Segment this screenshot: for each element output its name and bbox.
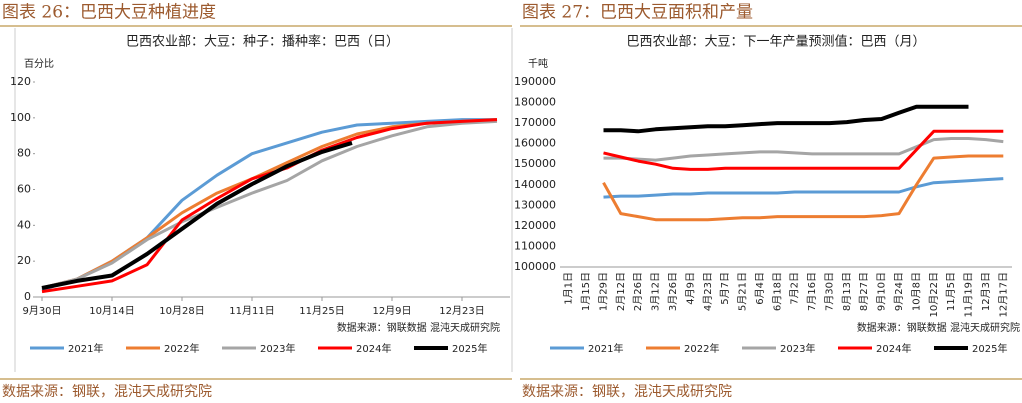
- y-tick-label: 100: [10, 111, 31, 124]
- x-tick-label: 6月4日: [754, 272, 766, 305]
- x-tick-label: 12月9日: [372, 305, 411, 317]
- y-tick-label: 100000: [514, 260, 556, 273]
- x-tick-label: 7月16日: [806, 272, 818, 311]
- series-line: [603, 137, 1004, 162]
- x-tick-label: 10月22日: [928, 272, 940, 317]
- legend-label: 2024年: [356, 342, 391, 355]
- series-line: [602, 154, 1004, 222]
- x-tick-label: 8月13日: [841, 272, 853, 311]
- x-tick-label: 11月11日: [229, 305, 274, 317]
- series-line: [603, 177, 1004, 199]
- x-tick-label: 4月9日: [684, 272, 696, 305]
- legend-label: 2022年: [164, 342, 199, 355]
- series-line: [41, 140, 353, 290]
- y-tick-label: 120: [10, 75, 31, 88]
- figure-title: 图表 27：巴西大豆面积和产量: [522, 3, 753, 23]
- x-tick-label: 1月1日: [563, 272, 575, 305]
- y-tick-label: 170000: [514, 116, 556, 129]
- y-tick-label: 190000: [514, 75, 556, 88]
- y-tick-label: 180000: [514, 96, 556, 109]
- x-tick-label: 4月23日: [702, 272, 714, 311]
- y-tick-label: 0: [24, 290, 31, 303]
- x-tick-label: 7月2日: [789, 272, 801, 305]
- x-tick-label: 6月18日: [771, 272, 783, 311]
- y-tick-label: 110000: [514, 239, 556, 252]
- x-tick-label: 5月7日: [719, 272, 731, 305]
- series-line: [41, 119, 498, 290]
- legend-label: 2025年: [452, 342, 487, 355]
- x-tick-label: 9月10日: [876, 272, 888, 311]
- x-tick-label: 1月15日: [580, 272, 592, 311]
- legend-label: 2022年: [684, 342, 719, 355]
- series-line: [603, 104, 969, 134]
- source: 数据来源：钢联，混沌天成研究院: [522, 384, 732, 400]
- x-tick-label: 2月12日: [615, 272, 627, 311]
- y-tick-label: 140000: [514, 178, 556, 191]
- y-tick-label: 20: [17, 254, 31, 267]
- chart-title: 巴西农业部：大豆：种子：播种率：巴西（日）: [126, 34, 399, 50]
- y-tick-label: 150000: [514, 157, 556, 170]
- x-tick-label: 10月28日: [159, 305, 204, 317]
- legend-label: 2021年: [588, 342, 623, 355]
- x-tick-label: 12月3日: [980, 272, 992, 311]
- legend-label: 2025年: [972, 342, 1007, 355]
- legend-label: 2021年: [68, 342, 103, 355]
- source: 数据来源：钢联，混沌天成研究院: [2, 384, 212, 400]
- legend-label: 2023年: [780, 342, 815, 355]
- y-tick-label: 160000: [514, 137, 556, 150]
- x-tick-label: 7月30日: [823, 272, 835, 311]
- x-tick-label: 9月30日: [22, 305, 61, 317]
- x-tick-label: 8月27日: [858, 272, 870, 311]
- note: 数据来源：钢联数据 混沌天成研究院: [337, 321, 500, 334]
- x-tick-label: 10月14日: [89, 305, 134, 317]
- series-line: [41, 118, 498, 294]
- y-unit: 千吨: [528, 57, 548, 70]
- legend-label: 2024年: [876, 342, 911, 355]
- x-tick-label: 11月25日: [299, 305, 344, 317]
- y-tick-label: 130000: [514, 198, 556, 211]
- x-tick-label: 12月23日: [439, 305, 484, 317]
- x-tick-label: 11月19日: [963, 272, 975, 317]
- x-tick-label: 10月8日: [910, 272, 922, 311]
- x-tick-label: 11月5日: [945, 272, 957, 311]
- y-tick-label: 120000: [514, 219, 556, 232]
- chart-title: 巴西农业部：大豆：下一年产量预测值：巴西（月）: [626, 34, 925, 50]
- x-tick-label: 3月12日: [650, 272, 662, 311]
- x-tick-label: 1月29日: [597, 272, 609, 311]
- x-tick-label: 12月17日: [997, 272, 1009, 317]
- y-unit: 百分比: [24, 58, 54, 70]
- y-tick-label: 80: [17, 147, 31, 160]
- note: 数据来源：钢联数据 混沌天成研究院: [857, 321, 1020, 334]
- series-line: [603, 129, 1004, 171]
- legend-label: 2023年: [260, 342, 295, 355]
- x-tick-label: 9月24日: [893, 272, 905, 311]
- x-tick-label: 2月26日: [632, 272, 644, 311]
- y-tick-label: 40: [17, 218, 31, 231]
- x-tick-label: 3月26日: [667, 272, 679, 311]
- figure-title: 图表 26：巴西大豆种植进度: [2, 3, 216, 23]
- y-tick-label: 60: [17, 183, 31, 196]
- x-tick-label: 5月21日: [737, 272, 749, 311]
